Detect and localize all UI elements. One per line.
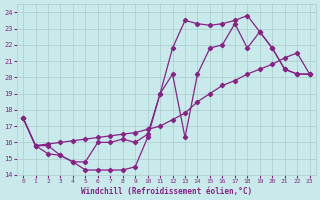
- X-axis label: Windchill (Refroidissement éolien,°C): Windchill (Refroidissement éolien,°C): [81, 187, 252, 196]
